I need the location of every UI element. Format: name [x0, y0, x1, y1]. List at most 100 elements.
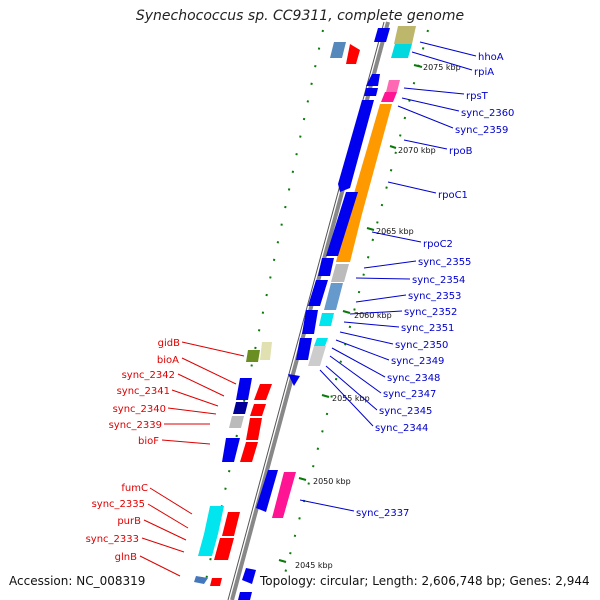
gene-block[interactable] [240, 442, 258, 462]
leader-line [161, 439, 211, 445]
gene-fumC[interactable] [204, 506, 224, 534]
gene-block[interactable] [246, 418, 262, 440]
gene-sync-2349[interactable] [314, 338, 328, 346]
gene-sync-2340[interactable] [250, 404, 266, 416]
gene-track-left [194, 42, 360, 586]
gene-label-sync-2351[interactable]: sync_2351 [401, 323, 454, 334]
leader-line [141, 537, 185, 553]
gene-label-rpoC2[interactable]: rpoC2 [423, 239, 453, 250]
gene-sync-2351[interactable] [319, 313, 334, 326]
gene-sync-2342[interactable] [254, 384, 272, 400]
gene-label-sync-2359[interactable]: sync_2359 [455, 125, 508, 136]
gene-label-fumC[interactable]: fumC [121, 483, 148, 494]
leader-line [147, 503, 189, 529]
kbp-tick [278, 559, 287, 563]
gene-block[interactable] [242, 568, 256, 584]
gene-block[interactable] [210, 578, 222, 586]
gene-rpsT[interactable] [386, 80, 400, 92]
leader-line [339, 331, 394, 345]
gene-rpoC1-block[interactable] [348, 104, 392, 214]
gene-sync-2355[interactable] [331, 264, 349, 282]
gene-label-rpiA[interactable]: rpiA [474, 67, 494, 78]
gene-block[interactable] [260, 342, 272, 360]
leader-line [331, 347, 386, 378]
gene-label-sync-2340[interactable]: sync_2340 [113, 404, 166, 415]
gene-label-glnB[interactable]: glnB [115, 552, 137, 563]
leader-line [371, 231, 422, 243]
gene-hhoA[interactable] [394, 26, 416, 44]
gene-block[interactable] [238, 592, 252, 600]
gene-label-sync-2333[interactable]: sync_2333 [86, 534, 139, 545]
gene-label-sync-2339[interactable]: sync_2339 [109, 420, 162, 431]
kbp-label: 2060 kbp [354, 311, 392, 320]
kbp-tick [413, 64, 423, 68]
gene-label-sync-2348[interactable]: sync_2348 [387, 373, 440, 384]
gene-purB[interactable] [222, 512, 240, 536]
gene-sync-2339[interactable] [229, 416, 244, 428]
gene-bioF[interactable] [222, 438, 240, 462]
leader-line [397, 105, 454, 129]
gene-bioA[interactable] [236, 378, 252, 400]
gene-gidB[interactable] [246, 350, 260, 362]
gene-block[interactable] [346, 44, 360, 64]
gene-sync-2354[interactable] [324, 283, 343, 310]
gene-sync-2335[interactable] [198, 534, 218, 556]
gene-rpiA[interactable] [391, 44, 412, 58]
leader-line [363, 260, 417, 269]
gene-label-sync-2342[interactable]: sync_2342 [122, 370, 175, 381]
leader-line [355, 277, 411, 280]
gene-block[interactable] [374, 28, 390, 42]
gene-block[interactable] [366, 74, 380, 86]
gene-block[interactable] [318, 258, 334, 276]
gene-block[interactable] [288, 374, 300, 386]
leader-line [299, 499, 355, 512]
kbp-tick [366, 227, 375, 231]
gene-block[interactable] [296, 338, 312, 360]
gene-label-sync-2347[interactable]: sync_2347 [383, 389, 436, 400]
gene-label-rpoB[interactable]: rpoB [449, 146, 473, 157]
gene-label-sync-2352[interactable]: sync_2352 [404, 307, 457, 318]
gene-label-sync-2335[interactable]: sync_2335 [92, 499, 145, 510]
gene-block[interactable] [326, 192, 358, 256]
kbp-tick [298, 477, 307, 481]
gene-label-sync-2360[interactable]: sync_2360 [461, 108, 514, 119]
genome-summary-text: Topology: circular; Length: 2,606,748 bp… [260, 574, 590, 588]
gene-sync-2333[interactable] [214, 538, 234, 560]
gene-rpoC2-block[interactable] [336, 214, 362, 262]
leader-line [325, 365, 378, 411]
gene-block[interactable] [256, 470, 278, 512]
gene-label-sync-2341[interactable]: sync_2341 [117, 386, 170, 397]
gene-label-rpsT[interactable]: rpsT [466, 91, 489, 102]
gene-label-sync-2354[interactable]: sync_2354 [412, 275, 465, 286]
gene-sync-2360[interactable] [381, 92, 397, 102]
gene-label-purB[interactable]: purB [117, 516, 141, 527]
gene-label-sync-2350[interactable]: sync_2350 [395, 340, 448, 351]
gene-sync-2337[interactable] [272, 472, 296, 518]
gene-block[interactable] [330, 42, 346, 58]
gene-label-bioA[interactable]: bioA [157, 355, 179, 366]
gene-label-gidB[interactable]: gidB [158, 338, 180, 349]
gene-label-rpoC1[interactable]: rpoC1 [438, 190, 468, 201]
gene-label-sync-2353[interactable]: sync_2353 [408, 291, 461, 302]
kbp-label: 2070 kbp [398, 146, 436, 155]
map-title: Synechococcus sp. CC9311, complete genom… [135, 8, 465, 24]
gene-label-sync-2349[interactable]: sync_2349 [391, 356, 444, 367]
gene-label-sync-2337[interactable]: sync_2337 [356, 508, 409, 519]
kbp-label: 2050 kbp [313, 477, 351, 486]
gene-sync-2341[interactable] [233, 402, 248, 414]
kbp-tick [389, 145, 397, 149]
gene-block[interactable] [308, 280, 328, 306]
right-gene-labels: hhoA rpiA rpsT sync_2360 sync_2359 rpoB … [299, 41, 514, 519]
gene-label-bioF[interactable]: bioF [138, 436, 159, 447]
gene-rpoB-block[interactable] [338, 100, 374, 192]
gene-block[interactable] [302, 310, 318, 334]
gene-block[interactable] [364, 88, 378, 96]
gene-label-sync-2355[interactable]: sync_2355 [418, 257, 471, 268]
gene-sync-2348[interactable] [308, 346, 326, 366]
gene-label-hhoA[interactable]: hhoA [478, 52, 504, 63]
accession-text: Accession: NC_008319 [9, 574, 146, 588]
gene-glnB[interactable] [194, 576, 208, 584]
kbp-label: 2055 kbp [332, 394, 370, 403]
gene-label-sync-2344[interactable]: sync_2344 [375, 423, 428, 434]
gene-label-sync-2345[interactable]: sync_2345 [379, 406, 432, 417]
